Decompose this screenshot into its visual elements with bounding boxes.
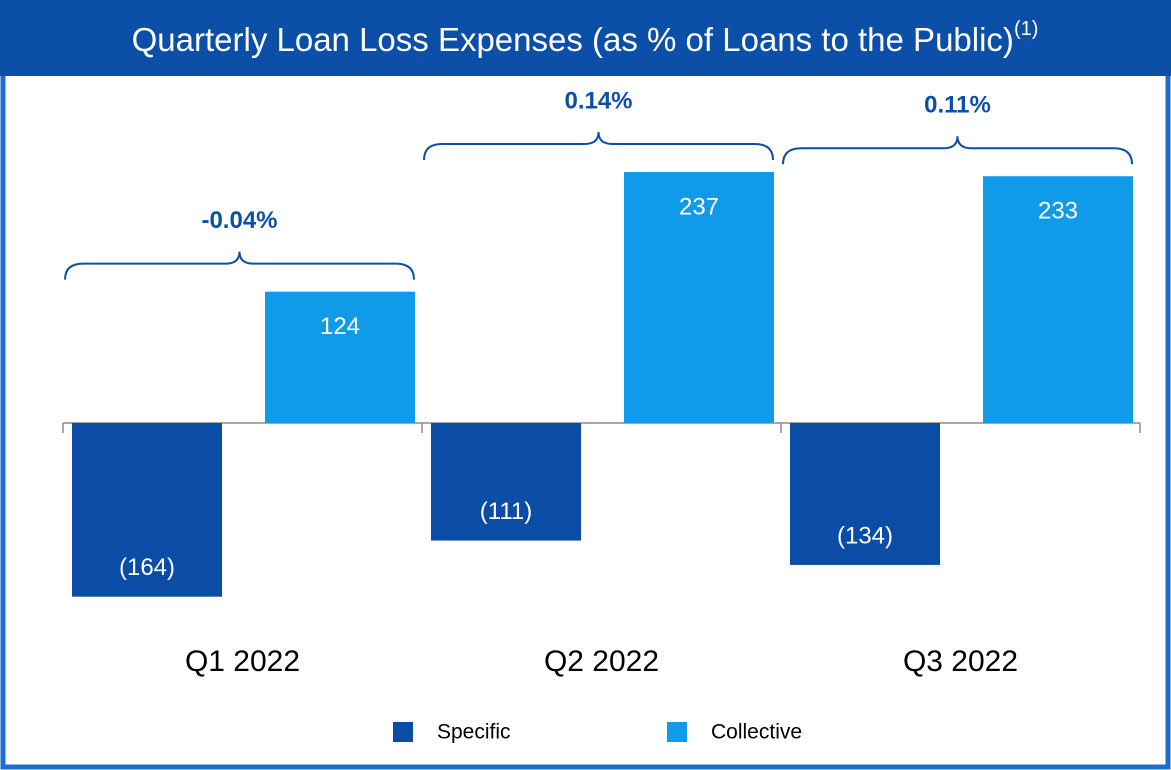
x-tick-label: Q2 2022: [544, 645, 659, 678]
bar: [265, 291, 415, 423]
annotation: 0.14%: [564, 87, 632, 114]
value-label: 124: [320, 313, 360, 340]
legend-swatch: [667, 722, 687, 742]
title-note: (1): [1014, 18, 1038, 40]
value-label: (164): [119, 554, 175, 581]
title-bar: [0, 0, 1171, 76]
bar: [624, 172, 774, 423]
x-tick-label: Q1 2022: [185, 645, 300, 678]
bar: [983, 176, 1133, 423]
annotation: -0.04%: [201, 207, 277, 234]
bar: [431, 423, 581, 541]
bar: [72, 423, 222, 597]
value-label: 233: [1038, 198, 1078, 225]
legend-label: Collective: [711, 721, 802, 744]
x-tick-label: Q3 2022: [903, 645, 1018, 678]
brace: [423, 131, 774, 161]
annotation: 0.11%: [924, 92, 991, 119]
bar: [790, 423, 940, 565]
legend-swatch: [393, 722, 413, 742]
legend-label: Specific: [437, 721, 511, 744]
title-text: Quarterly Loan Loss Expenses (as % of Lo…: [132, 21, 1014, 58]
chart-title: Quarterly Loan Loss Expenses (as % of Lo…: [132, 18, 1039, 57]
value-label: 237: [679, 193, 719, 220]
value-label: (134): [837, 522, 893, 549]
value-label: (111): [480, 498, 532, 525]
